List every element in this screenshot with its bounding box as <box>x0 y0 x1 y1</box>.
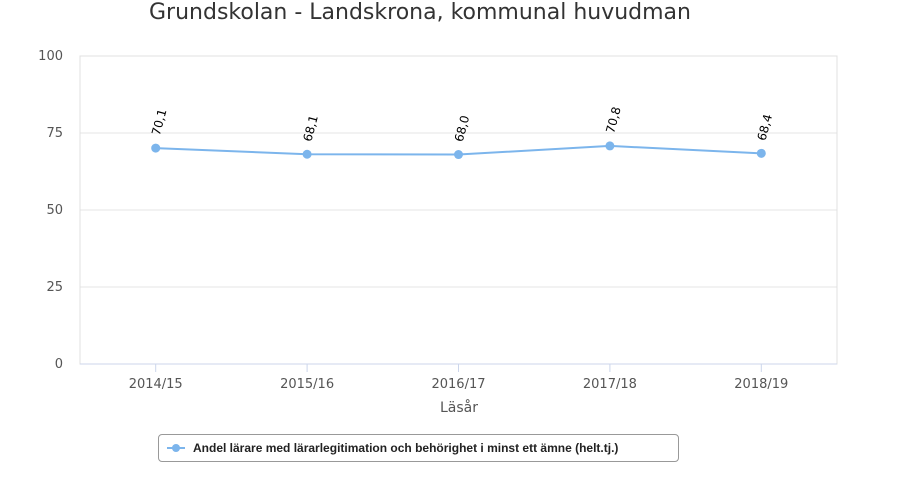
y-tick-label: 0 <box>55 357 63 372</box>
x-tick-label: 2014/15 <box>129 377 183 392</box>
data-point[interactable] <box>756 148 766 158</box>
chart-title: Grundskolan - Landskrona, kommunal huvud… <box>149 0 691 25</box>
data-label: 70,8 <box>603 105 623 134</box>
data-point[interactable] <box>302 149 312 159</box>
data-point[interactable] <box>151 143 161 153</box>
y-tick-label: 25 <box>46 280 63 295</box>
y-tick-label: 100 <box>38 49 63 64</box>
data-label: 68,0 <box>452 114 472 143</box>
data-point[interactable] <box>605 141 615 151</box>
y-tick-label: 50 <box>46 203 63 218</box>
x-tick-label: 2015/16 <box>280 377 334 392</box>
y-tick-label: 75 <box>46 126 63 141</box>
legend-line-marker-icon <box>167 443 185 453</box>
x-tick-label: 2016/17 <box>431 377 485 392</box>
legend[interactable]: Andel lärare med lärarlegitimation och b… <box>158 434 679 462</box>
x-tick-label: 2018/19 <box>734 377 788 392</box>
x-axis-title: Läsår <box>440 399 478 416</box>
legend-item-label[interactable]: Andel lärare med lärarlegitimation och b… <box>193 441 619 455</box>
data-label: 70,1 <box>149 107 169 136</box>
data-label: 68,4 <box>755 113 775 142</box>
x-tick-label: 2017/18 <box>583 377 637 392</box>
data-point[interactable] <box>454 150 463 160</box>
data-label: 68,1 <box>300 114 320 143</box>
